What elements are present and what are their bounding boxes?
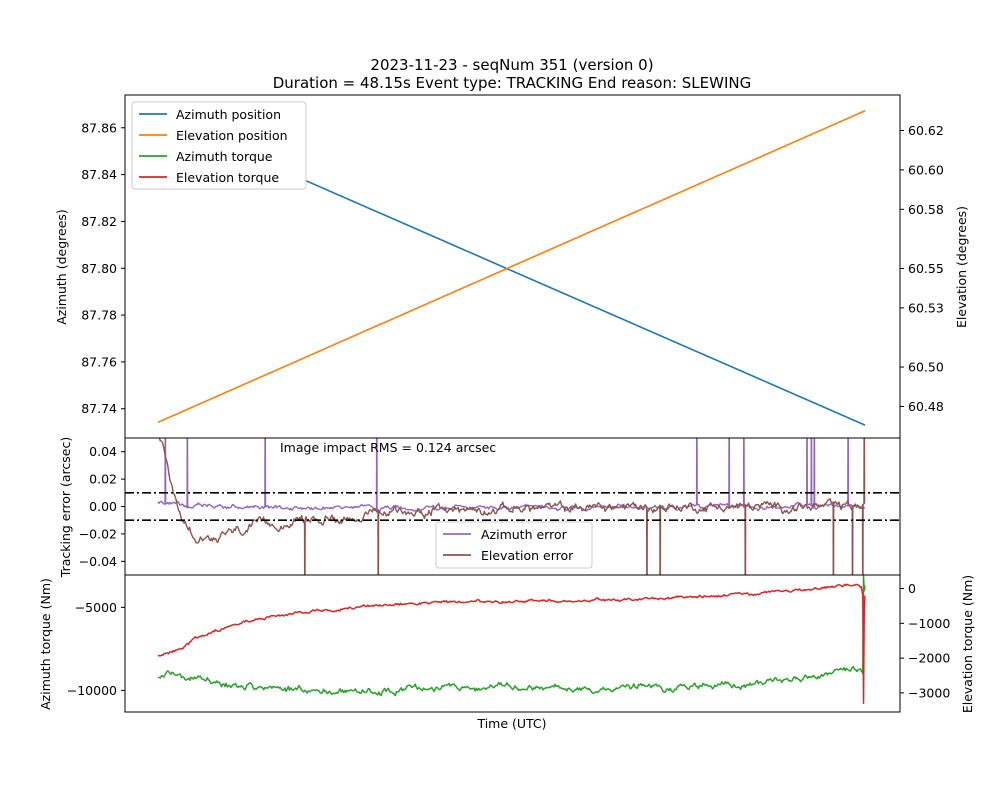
torque-axes-frame — [124, 574, 901, 713]
legend-label-azimuth-position: Azimuth position — [176, 107, 281, 122]
chart-title: 2023-11-23 - seqNum 351 (version 0) — [370, 56, 653, 74]
elevation-torque-tick-label-0: −3000 — [908, 685, 950, 700]
azimuth-position-tick-label-0: 87.74 — [81, 401, 117, 416]
azimuth-torque-tick-label-0: −10000 — [67, 683, 117, 698]
legend-label-elevation-position: Elevation position — [176, 128, 288, 143]
tracking-error-tick-label-4: 0.04 — [89, 444, 117, 459]
tracking-error-panel: −0.04 −0.02 0.00 0.02 0.04 Image impact RMS … — [58, 437, 901, 578]
time-axis-label: Time (UTC) — [476, 716, 546, 731]
position-panel: 87.74 87.76 87.78 87.80 87.82 87.84 87.86 60.48… — [54, 94, 969, 439]
tracking-error-axis-label: Tracking error (arcsec) — [58, 437, 73, 578]
elevation-torque-tick-label-1: −2000 — [908, 651, 950, 666]
azimuth-position-tick-label-2: 87.78 — [81, 308, 117, 323]
legend-box — [435, 521, 593, 569]
tracking-error-tick-label-2: 0.00 — [89, 499, 117, 514]
elevation-position-tick-label-5: 60.60 — [908, 162, 944, 177]
series-line-elevation-torque — [157, 583, 866, 705]
chart-subtitle: Duration = 48.15s Event type: TRACKING E… — [273, 74, 751, 92]
torque-plot-area — [157, 575, 866, 705]
tracking-error-tick-label-1: −0.02 — [79, 526, 117, 541]
rms-annotation: Image impact RMS = 0.124 arcsec — [280, 440, 496, 455]
legend-label-elevation-torque: Elevation torque — [176, 170, 279, 185]
azimuth-torque-tick-label-1: −5000 — [75, 600, 117, 615]
legend-label-elevation-error: Elevation error — [481, 548, 574, 563]
tracking-error-tick-label-3: 0.02 — [89, 472, 117, 487]
azimuth-position-tick-label-6: 87.86 — [81, 120, 117, 135]
elevation-torque-axis-label: Elevation torque (Nm) — [960, 575, 975, 713]
legend-box — [131, 101, 307, 190]
azimuth-position-tick-label-3: 87.80 — [81, 261, 117, 276]
elevation-torque-tick-label-2: −1000 — [908, 616, 950, 631]
elevation-position-tick-label-1: 60.50 — [908, 360, 944, 375]
tracking-error-ticks: −0.04 −0.02 0.00 0.02 0.04 — [79, 444, 125, 569]
torque-panel: −10000−5000−3000−2000−10000 Azimuth torq… — [38, 574, 975, 731]
position-ticks: 87.74 87.76 87.78 87.80 87.82 87.84 87.86 60.48… — [81, 120, 944, 416]
tracking-error-tick-label-0: −0.04 — [79, 554, 117, 569]
tracking-error-plot-area — [125, 438, 900, 575]
series-line-elevation-error — [158, 438, 866, 575]
azimuth-position-tick-label-5: 87.84 — [81, 167, 117, 182]
elevation-position-tick-label-3: 60.55 — [908, 261, 944, 276]
elevation-position-tick-label-2: 60.53 — [908, 300, 944, 315]
series-line-elevation-position — [157, 110, 866, 423]
elevation-position-tick-label-4: 60.58 — [908, 202, 944, 217]
elevation-position-tick-label-0: 60.48 — [908, 399, 944, 414]
azimuth-torque-axis-label: Azimuth torque (Nm) — [38, 578, 53, 710]
torque-ticks: −10000−5000−3000−2000−10000 — [67, 581, 951, 700]
elevation-position-tick-label-6: 60.62 — [908, 123, 944, 138]
azimuth-position-tick-label-4: 87.82 — [81, 214, 117, 229]
legend-label-azimuth-error: Azimuth error — [481, 527, 568, 542]
elevation-axis-label: Elevation (degrees) — [954, 206, 969, 328]
tracking-error-legend: Azimuth error Elevation error — [435, 521, 593, 569]
legend-label-azimuth-torque: Azimuth torque — [176, 149, 273, 164]
elevation-torque-tick-label-3: 0 — [908, 581, 916, 596]
series-line-azimuth-torque — [157, 575, 866, 697]
position-legend: Azimuth position Elevation position Azim… — [131, 101, 307, 190]
azimuth-position-tick-label-1: 87.76 — [81, 354, 117, 369]
azimuth-axis-label: Azimuth (degrees) — [54, 209, 69, 325]
